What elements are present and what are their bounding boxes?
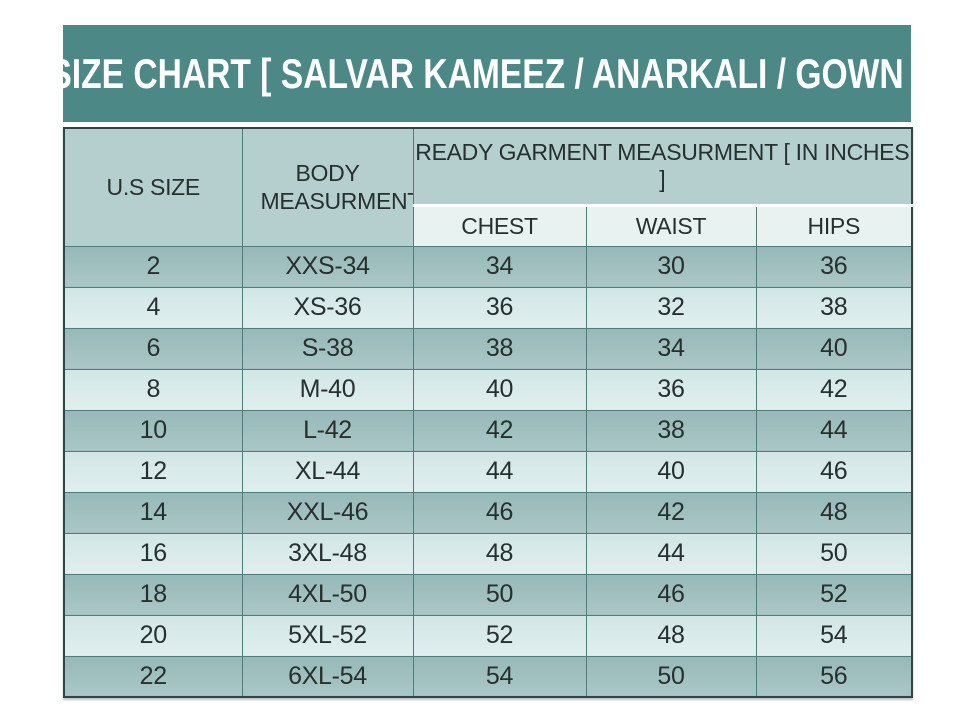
cell-chest: 44 bbox=[412, 450, 587, 493]
table-row: 12 XL-44 44 40 46 bbox=[63, 450, 913, 493]
cell-waist: 36 bbox=[585, 368, 757, 411]
subheader-row: CHEST WAIST HIPS bbox=[64, 204, 913, 247]
column-header-us-size: U.S SIZE bbox=[63, 127, 243, 247]
cell-us-size: 6 bbox=[63, 327, 243, 370]
cell-body-measurement: XXS-34 bbox=[241, 245, 414, 288]
cell-chest: 52 bbox=[412, 614, 587, 657]
cell-hips: 46 bbox=[755, 450, 913, 493]
cell-chest: 46 bbox=[412, 491, 587, 534]
cell-chest: 38 bbox=[412, 327, 587, 370]
cell-waist: 32 bbox=[585, 286, 757, 329]
table-row: 6 S-38 38 34 40 bbox=[63, 327, 913, 370]
cell-chest: 34 bbox=[412, 245, 587, 288]
cell-us-size: 4 bbox=[63, 286, 243, 329]
cell-body-measurement: 3XL-48 bbox=[241, 532, 414, 575]
cell-hips: 54 bbox=[755, 614, 913, 657]
cell-waist: 42 bbox=[585, 491, 757, 534]
cell-us-size: 14 bbox=[63, 491, 243, 534]
cell-chest: 54 bbox=[412, 655, 587, 698]
cell-waist: 46 bbox=[585, 573, 757, 616]
column-header-hips: HIPS bbox=[755, 204, 913, 247]
table-row: 10 L-42 42 38 44 bbox=[63, 409, 913, 452]
cell-hips: 38 bbox=[755, 286, 913, 329]
cell-body-measurement: XL-44 bbox=[241, 450, 414, 493]
cell-body-measurement: XXL-46 bbox=[241, 491, 414, 534]
cell-us-size: 22 bbox=[63, 655, 243, 698]
cell-waist: 30 bbox=[585, 245, 757, 288]
table-row: 8 M-40 40 36 42 bbox=[63, 368, 913, 411]
table-row: 4 XS-36 36 32 38 bbox=[63, 286, 913, 329]
table-row: 2 XXS-34 34 30 36 bbox=[63, 245, 913, 288]
cell-body-measurement: 6XL-54 bbox=[241, 655, 414, 698]
cell-hips: 48 bbox=[755, 491, 913, 534]
cell-waist: 38 bbox=[585, 409, 757, 452]
cell-waist: 48 bbox=[585, 614, 757, 657]
cell-hips: 44 bbox=[755, 409, 913, 452]
cell-body-measurement: 4XL-50 bbox=[241, 573, 414, 616]
cell-body-measurement: L-42 bbox=[241, 409, 414, 452]
cell-chest: 50 bbox=[412, 573, 587, 616]
cell-hips: 40 bbox=[755, 327, 913, 370]
cell-hips: 52 bbox=[755, 573, 913, 616]
cell-chest: 48 bbox=[412, 532, 587, 575]
column-header-waist: WAIST bbox=[585, 204, 757, 247]
table-row: 18 4XL-50 50 46 52 bbox=[63, 573, 913, 616]
header-row: U.S SIZE BODY MEASURMENT READY GARMENT M… bbox=[63, 127, 913, 247]
cell-body-measurement: S-38 bbox=[241, 327, 414, 370]
cell-waist: 34 bbox=[585, 327, 757, 370]
column-header-chest: CHEST bbox=[412, 204, 587, 247]
cell-body-measurement: XS-36 bbox=[241, 286, 414, 329]
cell-us-size: 8 bbox=[63, 368, 243, 411]
cell-us-size: 16 bbox=[63, 532, 243, 575]
title-banner: SIZE CHART [ SALVAR KAMEEZ / ANARKALI / … bbox=[63, 25, 911, 122]
cell-waist: 44 bbox=[585, 532, 757, 575]
cell-waist: 40 bbox=[585, 450, 757, 493]
cell-hips: 36 bbox=[755, 245, 913, 288]
table-row: 16 3XL-48 48 44 50 bbox=[63, 532, 913, 575]
cell-chest: 36 bbox=[412, 286, 587, 329]
cell-chest: 40 bbox=[412, 368, 587, 411]
cell-us-size: 2 bbox=[63, 245, 243, 288]
cell-waist: 50 bbox=[585, 655, 757, 698]
cell-hips: 42 bbox=[755, 368, 913, 411]
cell-us-size: 10 bbox=[63, 409, 243, 452]
column-header-body-measurement: BODY MEASURMENT bbox=[241, 127, 414, 247]
page-title: SIZE CHART [ SALVAR KAMEEZ / ANARKALI / … bbox=[63, 49, 911, 97]
table-row: 20 5XL-52 52 48 54 bbox=[63, 614, 913, 657]
cell-hips: 50 bbox=[755, 532, 913, 575]
cell-body-measurement: 5XL-52 bbox=[241, 614, 414, 657]
cell-us-size: 18 bbox=[63, 573, 243, 616]
cell-us-size: 12 bbox=[63, 450, 243, 493]
table-row: 22 6XL-54 54 50 56 bbox=[63, 655, 913, 698]
cell-chest: 42 bbox=[412, 409, 587, 452]
size-chart-table: U.S SIZE BODY MEASURMENT READY GARMENT M… bbox=[63, 127, 914, 698]
column-group-header-ready-garment: READY GARMENT MEASURMENT [ IN INCHES ] bbox=[412, 127, 913, 207]
cell-us-size: 20 bbox=[63, 614, 243, 657]
table-row: 14 XXL-46 46 42 48 bbox=[63, 491, 913, 534]
cell-hips: 56 bbox=[755, 655, 913, 698]
cell-body-measurement: M-40 bbox=[241, 368, 414, 411]
